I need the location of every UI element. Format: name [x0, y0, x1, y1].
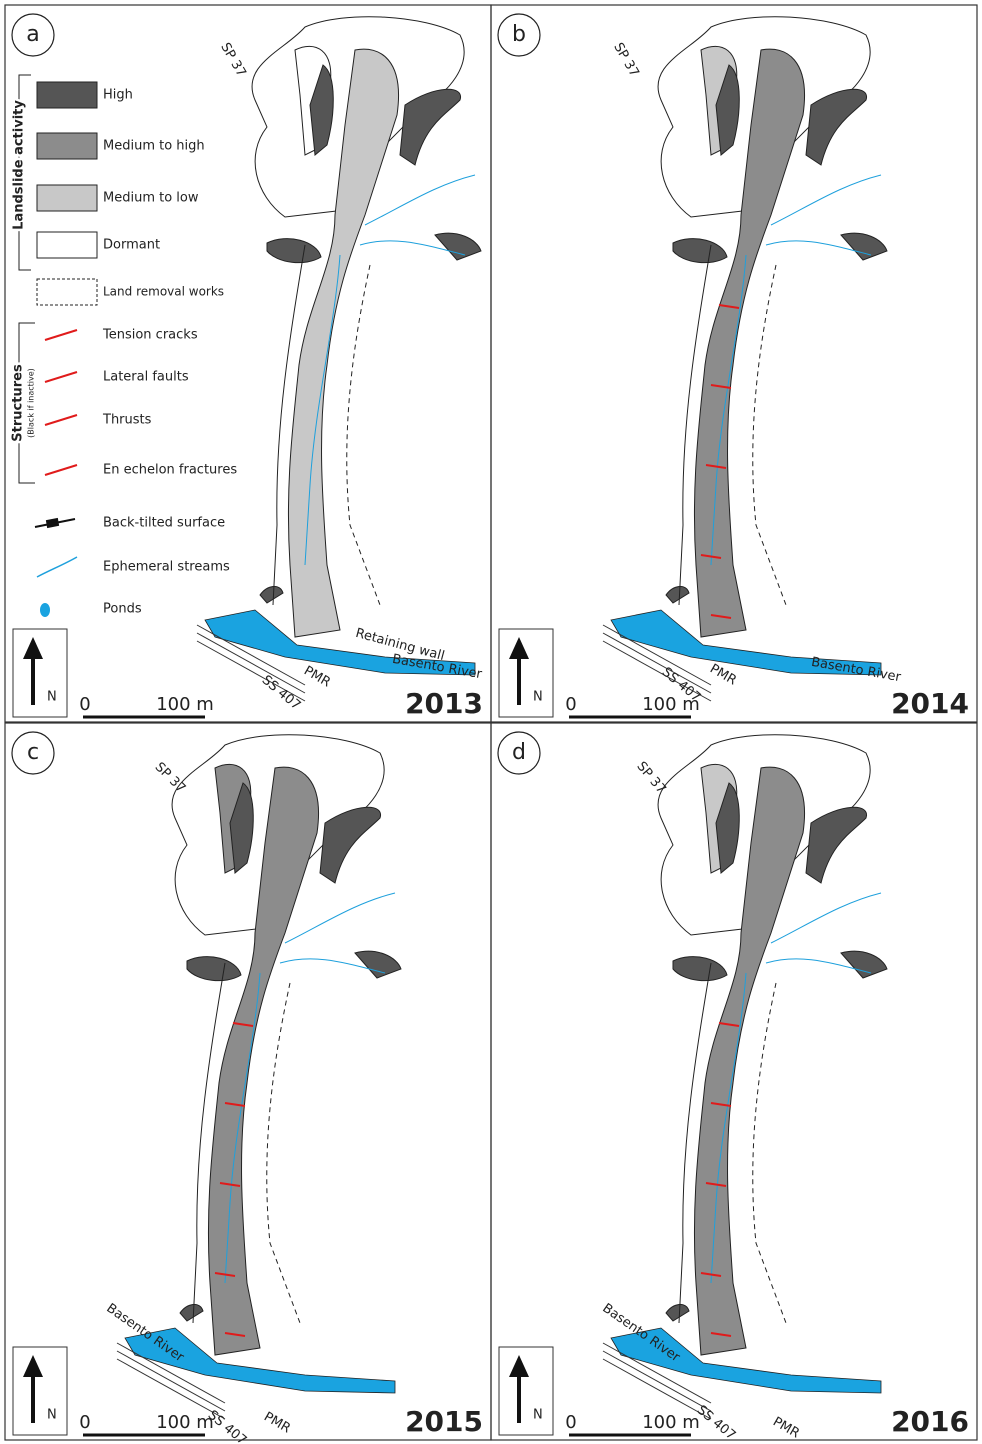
legend-symbol	[35, 519, 75, 527]
map-label: SP 37	[217, 40, 248, 79]
legend-swatch	[37, 133, 97, 159]
map	[117, 735, 401, 1419]
north-box	[499, 1347, 553, 1435]
legend: High Medium to high Medium to low Dormant La…	[11, 75, 238, 617]
map	[603, 17, 887, 701]
map-label: PMR	[707, 661, 739, 688]
map-label: SP 37	[610, 40, 641, 79]
north-label: N	[47, 690, 57, 705]
high-lobe	[666, 586, 689, 603]
panel-year: 2013	[405, 687, 483, 720]
legend-label: Dormant	[103, 238, 160, 253]
stream	[285, 893, 395, 943]
high-lobe	[841, 233, 887, 260]
dormant-boundary	[347, 265, 380, 605]
panel-year: 2014	[891, 687, 969, 720]
legend-label: Medium to high	[103, 139, 205, 154]
legend-symbol	[45, 415, 77, 425]
legend-label: Thrusts	[102, 413, 152, 428]
panel-letter: d	[512, 740, 526, 765]
scale-start: 0	[79, 694, 90, 715]
map	[197, 17, 481, 701]
legend-group-note: (Black if inactive)	[27, 368, 36, 438]
stream	[771, 893, 881, 943]
high-lobe	[673, 957, 727, 981]
legend-label: Back-tilted surface	[103, 516, 225, 531]
legend-swatch	[37, 185, 97, 211]
panel-letter: b	[512, 22, 526, 47]
north-label: N	[533, 690, 543, 705]
legend-swatch	[37, 279, 97, 305]
high-lobe	[267, 239, 321, 263]
legend-symbol	[45, 372, 77, 382]
map-label: PMR	[301, 663, 333, 690]
high-lobe	[260, 586, 283, 603]
legend-label: Land removal works	[103, 285, 224, 299]
map-label: SS 407	[694, 1403, 738, 1444]
high-lobe	[187, 957, 241, 981]
panel-year: 2016	[891, 1405, 969, 1438]
scale-start: 0	[79, 1412, 90, 1433]
scale-end: 100 m	[156, 694, 214, 715]
scale-end: 100 m	[156, 1412, 214, 1433]
legend-group-title: Landslide activity	[12, 100, 27, 230]
panel-year: 2015	[405, 1405, 483, 1438]
map-label: PMR	[770, 1414, 802, 1441]
scale-start: 0	[565, 1412, 576, 1433]
north-label: N	[47, 1408, 57, 1423]
legend-label: Ponds	[103, 602, 142, 617]
map-label: SP 37	[633, 759, 668, 797]
high-lobe	[841, 951, 887, 978]
legend-label: Tension cracks	[102, 328, 198, 343]
dormant-boundary	[267, 983, 300, 1323]
legend-symbol	[37, 557, 77, 577]
north-box	[13, 1347, 67, 1435]
legend-label: Ephemeral streams	[103, 560, 230, 575]
legend-symbol	[45, 330, 77, 340]
legend-label: Lateral faults	[103, 370, 189, 385]
panel: SP 37Retaining wallBasento RiverPMRSS 40…	[5, 5, 491, 722]
north-box	[499, 629, 553, 717]
legend-label: Medium to low	[103, 191, 199, 206]
panel-letter: a	[26, 22, 39, 47]
legend-symbol	[40, 603, 50, 617]
scale-start: 0	[565, 694, 576, 715]
north-box	[13, 629, 67, 717]
dormant-boundary	[753, 265, 786, 605]
map	[603, 735, 887, 1419]
stream	[771, 175, 881, 225]
high-lobe	[673, 239, 727, 263]
stream	[365, 175, 475, 225]
panel-letter: c	[27, 740, 39, 765]
high-lobe	[435, 233, 481, 260]
dormant-boundary	[753, 983, 786, 1323]
high-lobe	[355, 951, 401, 978]
figure: SP 37Retaining wallBasento RiverPMRSS 40…	[0, 0, 982, 1444]
legend-swatch	[37, 82, 97, 108]
legend-label: En echelon fractures	[103, 463, 237, 478]
high-lobe	[666, 1304, 689, 1321]
legend-label: High	[103, 88, 133, 103]
map-label: SS 407	[259, 673, 303, 714]
north-label: N	[533, 1408, 543, 1423]
scale-end: 100 m	[642, 694, 700, 715]
map-label: SP 37	[152, 760, 189, 797]
map-label: Basento River	[810, 655, 903, 686]
scale-end: 100 m	[642, 1412, 700, 1433]
high-lobe	[180, 1304, 203, 1321]
legend-group-title: Structures	[11, 364, 26, 442]
legend-symbol	[45, 465, 77, 475]
legend-swatch	[37, 232, 97, 258]
map-label: PMR	[261, 1409, 293, 1436]
